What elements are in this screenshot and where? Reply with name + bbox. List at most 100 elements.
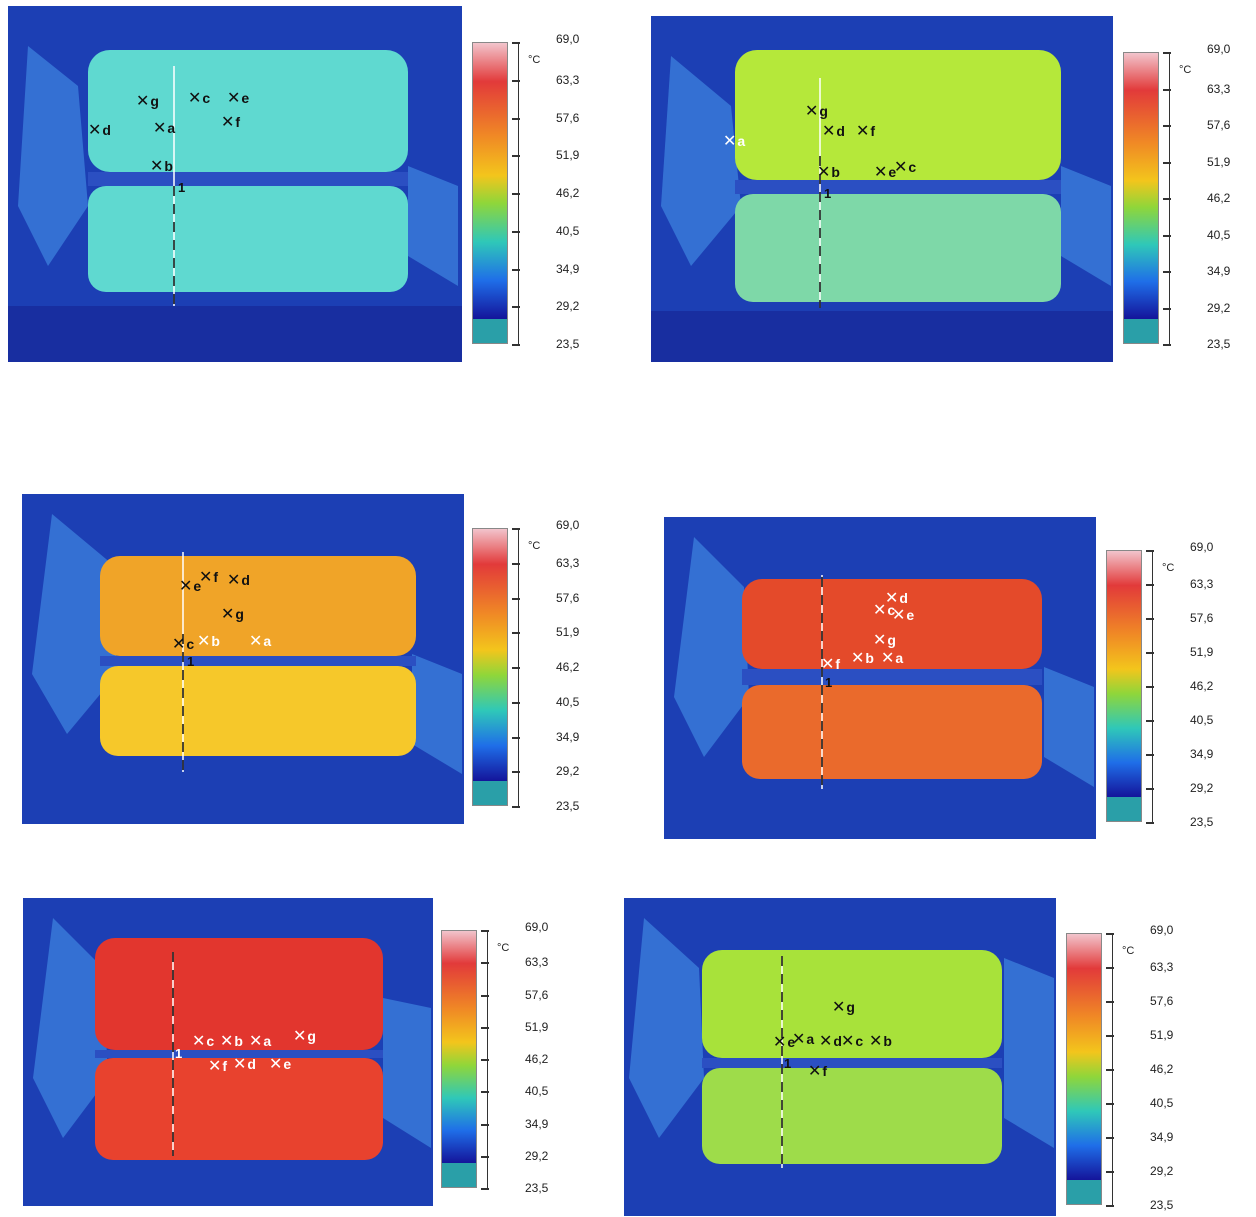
scale-tick-label: 40,5 — [1207, 228, 1231, 242]
scale-tick — [1106, 1103, 1114, 1105]
marker-g: ✕g — [832, 999, 855, 1016]
cross-icon: ✕ — [856, 123, 870, 140]
marker-f: ✕f — [208, 1058, 228, 1075]
cross-icon: ✕ — [199, 569, 213, 586]
scale-bar — [472, 42, 508, 344]
scale-tick-label: 23,5 — [1150, 1198, 1174, 1212]
marker-f: ✕f — [821, 656, 841, 673]
scale-tick-label: 29,2 — [525, 1149, 549, 1163]
scale-tick — [512, 702, 520, 704]
scale-unit: °C — [528, 54, 541, 66]
scale-tick-label: 34,9 — [525, 1117, 549, 1131]
scale-tick-label: 69,0 — [556, 32, 580, 46]
cross-icon: ✕ — [869, 1033, 883, 1050]
scale-tick — [512, 344, 520, 346]
thermal-image-2: 1 ✕g ✕d ✕f ✕a ✕b ✕e ✕c — [651, 16, 1113, 362]
scale-tick — [481, 1027, 489, 1029]
line-label: 1 — [175, 1046, 183, 1061]
cross-icon: ✕ — [227, 572, 241, 589]
marker-g: ✕g — [293, 1028, 316, 1045]
cross-icon: ✕ — [188, 90, 202, 107]
scale-tick — [512, 563, 520, 565]
scale-underrange — [1107, 797, 1141, 821]
scale-tick-label: 34,9 — [1207, 264, 1231, 278]
scale-tick-label: 69,0 — [1190, 540, 1214, 554]
thermal-scene-3 — [22, 494, 464, 824]
scale-tick — [1106, 933, 1114, 935]
scale-gradient — [1107, 551, 1141, 797]
scale-tick — [512, 598, 520, 600]
scale-tick-label: 34,9 — [1150, 1130, 1174, 1144]
marker-f: ✕f — [808, 1063, 828, 1080]
thermal-image-1: 1 ✕g ✕c ✕e ✕d ✕a ✕f ✕b — [8, 6, 462, 362]
scale-tick-label: 29,2 — [1150, 1164, 1174, 1178]
scale-tick-label: 57,6 — [525, 988, 549, 1002]
scale-tick — [512, 118, 520, 120]
scale-tick — [1146, 822, 1154, 824]
scale-tick — [1106, 1171, 1114, 1173]
scale-tick-label: 29,2 — [556, 299, 580, 313]
scale-tick — [512, 806, 520, 808]
scale-tick-label: 23,5 — [525, 1181, 549, 1195]
marker-e: ✕e — [892, 607, 915, 624]
scale-tick-label: 23,5 — [556, 799, 580, 813]
scale-unit: °C — [528, 540, 541, 552]
marker-b: ✕b — [220, 1033, 243, 1050]
scale-tick-label: 40,5 — [556, 695, 580, 709]
scale-tick — [1146, 788, 1154, 790]
scale-tick-label: 57,6 — [556, 111, 580, 125]
scale-tick-label: 46,2 — [1150, 1062, 1174, 1076]
cross-icon: ✕ — [805, 103, 819, 120]
cross-icon: ✕ — [269, 1056, 283, 1073]
cross-icon: ✕ — [153, 120, 167, 137]
thermal-scene-2 — [651, 16, 1113, 362]
scale-tick — [512, 42, 520, 44]
cross-icon: ✕ — [172, 636, 186, 653]
scale-tick — [1163, 271, 1171, 273]
temperature-scale-2: °C 69,0 63,3 57,6 51,9 46,2 40,5 34,9 29,2 23,5 — [1123, 42, 1256, 356]
scale-tick-label: 46,2 — [556, 186, 580, 200]
thermal-scene-1 — [8, 6, 462, 362]
thermal-scene-4 — [664, 517, 1096, 839]
marker-e: ✕e — [227, 90, 250, 107]
scale-tick-label: 63,3 — [556, 556, 580, 570]
line-label: 1 — [824, 186, 832, 201]
scale-tick-label: 34,9 — [556, 730, 580, 744]
scale-tick — [1163, 125, 1171, 127]
scale-tick — [481, 930, 489, 932]
scale-tick-label: 29,2 — [556, 764, 580, 778]
scale-tick — [512, 771, 520, 773]
scale-tick-label: 51,9 — [556, 148, 580, 162]
cross-icon: ✕ — [208, 1058, 222, 1075]
temperature-scale-6: °C 69,0 63,3 57,6 51,9 46,2 40,5 34,9 29,2 23,5 — [1066, 923, 1206, 1217]
scale-gradient — [473, 529, 507, 781]
scale-tick-label: 51,9 — [556, 625, 580, 639]
scale-tick — [1163, 89, 1171, 91]
scale-tick — [1163, 198, 1171, 200]
marker-d: ✕d — [233, 1056, 256, 1073]
scale-tick-label: 40,5 — [1150, 1096, 1174, 1110]
marker-e: ✕e — [874, 164, 897, 181]
scale-tick — [512, 193, 520, 195]
marker-a: ✕a — [249, 1033, 272, 1050]
cross-icon: ✕ — [773, 1034, 787, 1051]
scale-unit: °C — [1179, 64, 1192, 76]
line-label: 1 — [178, 180, 186, 195]
scale-tick — [1163, 308, 1171, 310]
cross-icon: ✕ — [821, 656, 835, 673]
cross-icon: ✕ — [881, 650, 895, 667]
marker-a: ✕a — [723, 133, 746, 150]
scale-unit: °C — [497, 942, 510, 954]
marker-a: ✕a — [792, 1031, 815, 1048]
cross-icon: ✕ — [221, 606, 235, 623]
scale-tick — [1163, 344, 1171, 346]
cross-icon: ✕ — [832, 999, 846, 1016]
temperature-scale-4: °C 69,0 63,3 57,6 51,9 46,2 40,5 34,9 29,2 23,5 — [1106, 540, 1246, 834]
scale-tick — [512, 269, 520, 271]
marker-c: ✕c — [192, 1033, 215, 1050]
cross-icon: ✕ — [808, 1063, 822, 1080]
cross-icon: ✕ — [792, 1031, 806, 1048]
scale-tick-label: 57,6 — [1190, 611, 1214, 625]
scale-bar — [1123, 52, 1159, 344]
cross-icon: ✕ — [293, 1028, 307, 1045]
